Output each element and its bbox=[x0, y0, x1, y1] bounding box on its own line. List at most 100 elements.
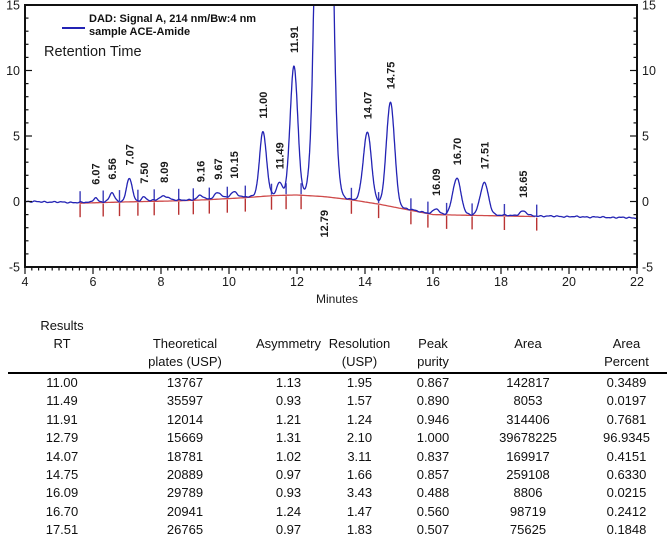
legend-line-swatch bbox=[62, 27, 85, 29]
table-cell: 12014 bbox=[166, 411, 204, 427]
x-tick-label: 8 bbox=[158, 275, 165, 289]
table-cell: 0.946 bbox=[416, 411, 450, 427]
table-cell: 1.13 bbox=[275, 375, 302, 390]
spacer bbox=[470, 317, 586, 335]
y-tick-label-left: 10 bbox=[6, 64, 20, 78]
table-cell: 14.75 bbox=[45, 467, 79, 483]
x-tick-label: 16 bbox=[426, 275, 440, 289]
y-tick-label-left: 5 bbox=[13, 130, 20, 144]
peak-label: 9.16 bbox=[195, 161, 207, 182]
x-tick-label: 12 bbox=[290, 275, 304, 289]
x-tick-label: 20 bbox=[562, 275, 576, 289]
column-header: Area Percent bbox=[586, 317, 667, 371]
x-tick-label: 10 bbox=[222, 275, 236, 289]
results-table-header: Results RT Theoretical plates (USP) Asymme… bbox=[8, 317, 667, 374]
table-cell: 259108 bbox=[506, 467, 550, 483]
table-cell: 0.7681 bbox=[606, 411, 647, 427]
table-cell: 1.57 bbox=[346, 393, 373, 409]
table-cell: 11.91 bbox=[46, 411, 78, 427]
peak-label: 16.09 bbox=[431, 168, 443, 196]
column-header: Asymmetry bbox=[254, 317, 323, 371]
table-row: 14.07 18781 1.02 3.11 0.837 169917 0.4151 bbox=[8, 448, 667, 466]
y-tick-label-right: 10 bbox=[642, 64, 656, 78]
peak-label: 7.50 bbox=[139, 162, 151, 183]
legend-signal-label: DAD: Signal A, 214 nm/Bw:4 nm bbox=[89, 13, 257, 25]
table-cell: 75625 bbox=[509, 522, 547, 538]
table-cell: 0.507 bbox=[416, 522, 450, 538]
column-header: Results RT bbox=[8, 317, 116, 371]
peak-label: 7.07 bbox=[124, 144, 136, 165]
table-cell: 0.560 bbox=[416, 503, 450, 519]
table-cell: 11.00 bbox=[46, 375, 78, 390]
y-tick-label-right: 15 bbox=[642, 0, 656, 13]
spacer bbox=[396, 317, 470, 335]
table-cell: 20889 bbox=[166, 467, 204, 483]
table-cell: 0.0215 bbox=[606, 485, 647, 501]
x-tick-label: 18 bbox=[494, 275, 508, 289]
column-header: Theoretical plates (USP) bbox=[116, 317, 254, 371]
y-tick-label-right: 0 bbox=[642, 195, 649, 209]
table-cell: 1.31 bbox=[275, 430, 302, 446]
table-cell: 1.83 bbox=[346, 522, 373, 538]
chromatogram-panel: 4 6 8 10 12 14 16 18 20 22 Minutes -5 -5 0 0 5 5 10 10 15 15… bbox=[6, 0, 656, 306]
table-cell: 1.21 bbox=[275, 411, 302, 427]
results-table-body: 11.00 13767 1.13 1.95 0.867 142817 0.3489 11.49… bbox=[8, 374, 667, 540]
table-cell: 8806 bbox=[513, 485, 543, 501]
x-tick-label: 6 bbox=[90, 275, 97, 289]
table-cell: 169917 bbox=[506, 448, 550, 464]
table-cell: 0.93 bbox=[275, 485, 302, 501]
table-cell: 15669 bbox=[166, 430, 204, 446]
y-tick-label-right: 5 bbox=[642, 130, 649, 144]
table-cell: 0.6330 bbox=[606, 467, 647, 483]
table-cell: 8053 bbox=[513, 393, 543, 409]
x-tick-label: 14 bbox=[358, 275, 372, 289]
table-cell: 18781 bbox=[166, 448, 204, 464]
table-cell: 0.93 bbox=[275, 393, 302, 409]
table-cell: 142817 bbox=[506, 375, 550, 390]
table-cell: 0.488 bbox=[416, 485, 450, 501]
table-cell: 3.11 bbox=[347, 448, 372, 464]
table-cell: 0.890 bbox=[416, 393, 450, 409]
table-cell: 0.3489 bbox=[606, 375, 647, 390]
legend-sample-label: sample ACE-Amide bbox=[89, 26, 191, 38]
table-cell: 1.24 bbox=[275, 503, 302, 519]
x-tick-label: 22 bbox=[630, 275, 644, 289]
column-header: Resolution (USP) bbox=[323, 317, 396, 371]
table-cell: 39678225 bbox=[499, 430, 557, 446]
table-cell: 1.47 bbox=[346, 503, 373, 519]
y-tick-label-right: -5 bbox=[642, 261, 653, 275]
table-cell: 12.79 bbox=[45, 430, 79, 446]
table-row: 11.49 35597 0.93 1.57 0.890 8053 0.0197 bbox=[8, 392, 667, 410]
table-cell: 1.66 bbox=[346, 467, 373, 483]
table-cell: 35597 bbox=[166, 393, 204, 409]
peak-label: 17.51 bbox=[479, 142, 491, 170]
table-cell: 1.02 bbox=[275, 448, 302, 464]
table-title: Results bbox=[40, 318, 84, 333]
table-cell: 1.95 bbox=[346, 375, 373, 390]
table-cell: 11.49 bbox=[46, 393, 78, 409]
peak-label: 11.49 bbox=[275, 142, 287, 169]
peak-label: 14.75 bbox=[386, 62, 398, 90]
results-table: Results RT Theoretical plates (USP) Asymme… bbox=[8, 317, 667, 540]
chromatogram-plot: 4 6 8 10 12 14 16 18 20 22 Minutes -5 -5 0 0 5 5 10 10 15 15… bbox=[6, 0, 656, 306]
y-tick-label-left: 15 bbox=[6, 0, 20, 13]
peak-label: 6.56 bbox=[107, 158, 119, 179]
table-row: 11.91 12014 1.21 1.24 0.946 314406 0.7681 bbox=[8, 411, 667, 429]
table-cell: 3.43 bbox=[346, 485, 373, 501]
peak-label: 12.79 bbox=[319, 210, 331, 238]
table-row: 16.70 20941 1.24 1.47 0.560 98719 0.2412 bbox=[8, 503, 667, 521]
table-cell: 13767 bbox=[166, 375, 204, 390]
table-row: 12.79 15669 1.31 2.10 1.000 39678225 96.9345 bbox=[8, 429, 667, 447]
table-cell: 98719 bbox=[509, 503, 547, 519]
spacer bbox=[586, 317, 667, 335]
table-cell: 0.1848 bbox=[606, 522, 647, 538]
table-cell: 16.70 bbox=[45, 503, 79, 519]
peak-label: 11.00 bbox=[258, 92, 270, 119]
table-cell: 0.0197 bbox=[606, 393, 647, 409]
table-row: 14.75 20889 0.97 1.66 0.857 259108 0.6330 bbox=[8, 466, 667, 484]
column-header: Peak purity bbox=[396, 317, 470, 371]
peak-label: 8.09 bbox=[159, 161, 171, 182]
y-tick-label-left: 0 bbox=[13, 195, 20, 209]
x-axis-title: Minutes bbox=[316, 292, 358, 306]
table-cell: 0.97 bbox=[275, 467, 302, 483]
